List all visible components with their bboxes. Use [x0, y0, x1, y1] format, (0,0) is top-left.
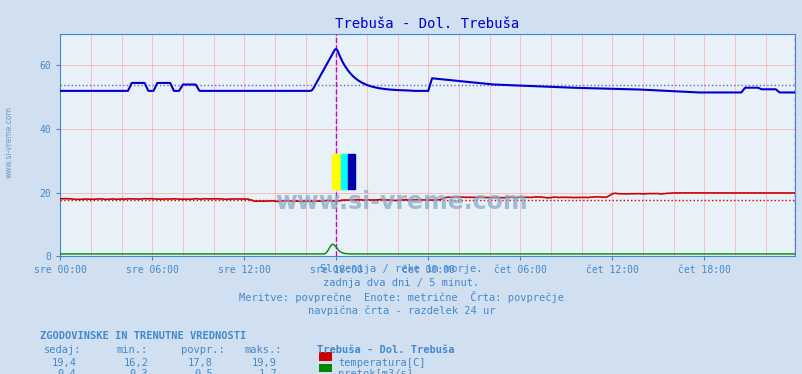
Text: 0,4: 0,4 [58, 369, 76, 374]
Text: 1,7: 1,7 [258, 369, 277, 374]
Bar [347, 154, 355, 190]
Text: povpr.:: povpr.: [180, 345, 224, 355]
Text: www.si-vreme.com: www.si-vreme.com [275, 190, 527, 214]
Text: maks.:: maks.: [245, 345, 282, 355]
Text: Slovenija / reke in morje.: Slovenija / reke in morje. [320, 264, 482, 274]
Text: 16,2: 16,2 [124, 358, 148, 368]
Text: 19,4: 19,4 [51, 358, 76, 368]
Text: min.:: min.: [116, 345, 148, 355]
Bar [332, 154, 341, 190]
Text: www.si-vreme.com: www.si-vreme.com [5, 106, 14, 178]
Text: 17,8: 17,8 [188, 358, 213, 368]
Bar [341, 154, 347, 190]
Text: pretok[m3/s]: pretok[m3/s] [338, 369, 412, 374]
Text: navpična črta - razdelek 24 ur: navpična črta - razdelek 24 ur [307, 305, 495, 316]
Text: sedaj:: sedaj: [44, 345, 82, 355]
Title: Trebuša - Dol. Trebuša: Trebuša - Dol. Trebuša [335, 17, 519, 31]
Text: 19,9: 19,9 [252, 358, 277, 368]
Text: zadnja dva dni / 5 minut.: zadnja dva dni / 5 minut. [323, 278, 479, 288]
Text: 0,5: 0,5 [194, 369, 213, 374]
Text: 0,3: 0,3 [130, 369, 148, 374]
Text: ZGODOVINSKE IN TRENUTNE VREDNOSTI: ZGODOVINSKE IN TRENUTNE VREDNOSTI [40, 331, 246, 341]
Text: Meritve: povprečne  Enote: metrične  Črta: povprečje: Meritve: povprečne Enote: metrične Črta:… [239, 291, 563, 303]
Text: Trebuša - Dol. Trebuša: Trebuša - Dol. Trebuša [317, 345, 454, 355]
Text: temperatura[C]: temperatura[C] [338, 358, 425, 368]
